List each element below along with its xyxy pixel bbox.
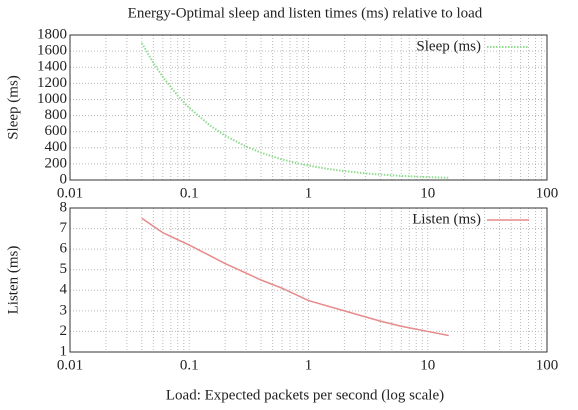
- y-axis-label: Sleep (ms): [5, 75, 21, 140]
- data-line: [140, 42, 449, 179]
- x-tick-label: 1: [305, 357, 313, 373]
- x-tick-label: 10: [420, 357, 435, 373]
- plot-frame: [69, 34, 548, 181]
- y-tick-label: 5: [60, 261, 68, 277]
- y-axis-label: Listen (ms): [5, 246, 21, 315]
- y-tick-label: 8: [60, 199, 68, 215]
- y-tick-label: 7: [60, 220, 68, 236]
- y-tick-label: 1200: [37, 75, 67, 91]
- x-tick-label: 100: [536, 185, 559, 201]
- y-tick-label: 6: [60, 241, 68, 257]
- x-tick-label: 10: [420, 185, 435, 201]
- y-tick-label: 1400: [37, 59, 67, 75]
- y-tick-label: 2: [60, 323, 68, 339]
- legend-label: Listen (ms): [412, 211, 481, 227]
- plot-frame: [69, 207, 548, 353]
- data-line: [141, 217, 449, 337]
- x-tick-label: 0.1: [180, 185, 199, 201]
- y-tick-label: 1000: [37, 91, 67, 107]
- y-tick-label: 0: [60, 171, 68, 187]
- y-tick-label: 1800: [37, 26, 67, 42]
- x-tick-label: 0.01: [57, 185, 83, 201]
- y-tick-label: 800: [45, 107, 68, 123]
- x-tick-label: 100: [536, 357, 559, 373]
- y-tick-label: 600: [45, 123, 68, 139]
- y-tick-label: 400: [45, 139, 68, 155]
- x-tick-label: 0.1: [180, 357, 199, 373]
- y-tick-label: 3: [60, 302, 68, 318]
- x-axis-label: Load: Expected packets per second (log s…: [166, 387, 444, 403]
- chart-title: Energy-Optimal sleep and listen times (m…: [128, 5, 483, 21]
- x-tick-label: 0.01: [57, 357, 83, 373]
- y-tick-label: 4: [60, 282, 68, 298]
- y-tick-label: 1: [60, 343, 68, 359]
- x-tick-label: 1: [305, 185, 313, 201]
- y-tick-label: 1600: [37, 43, 67, 59]
- legend-label: Sleep (ms): [416, 38, 481, 54]
- y-tick-label: 200: [45, 155, 68, 171]
